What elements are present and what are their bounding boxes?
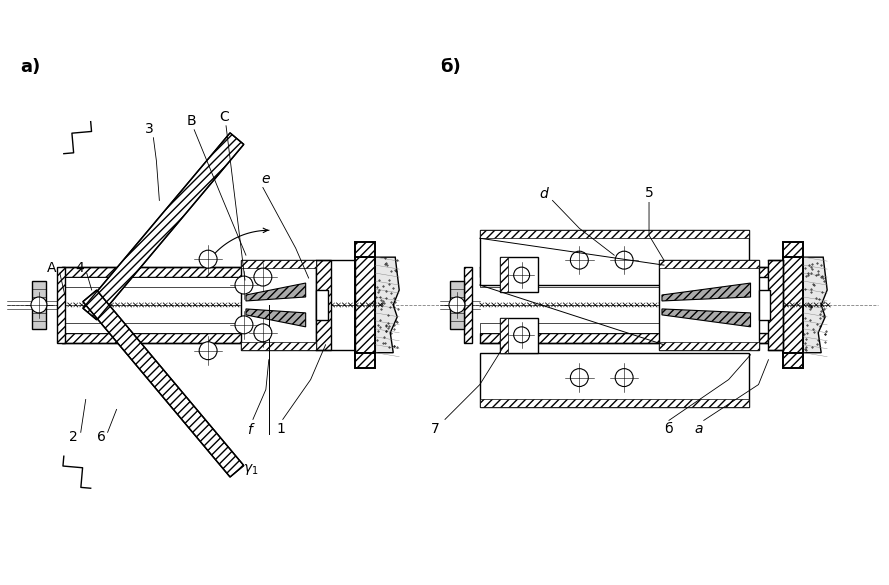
Bar <box>500 318 508 353</box>
Bar <box>32 281 46 329</box>
Bar <box>356 257 375 353</box>
Bar <box>62 277 241 287</box>
Text: 4: 4 <box>76 261 84 275</box>
Bar <box>783 257 804 353</box>
Bar <box>356 353 375 367</box>
Bar <box>480 230 749 238</box>
Text: $e$: $e$ <box>260 171 271 185</box>
Text: $\gamma_1$: $\gamma_1$ <box>244 462 259 477</box>
Polygon shape <box>83 290 244 477</box>
Text: 7: 7 <box>430 422 439 436</box>
Text: $a$: $a$ <box>694 422 703 436</box>
Bar <box>500 318 538 353</box>
Text: 5: 5 <box>645 187 653 201</box>
Text: 3: 3 <box>145 122 154 136</box>
Circle shape <box>449 297 465 313</box>
Text: A: A <box>47 261 57 275</box>
Circle shape <box>235 316 252 334</box>
Circle shape <box>254 268 272 286</box>
Bar <box>464 267 472 343</box>
Text: $d$: $d$ <box>539 186 550 201</box>
Bar <box>783 353 804 367</box>
Circle shape <box>254 324 272 342</box>
Circle shape <box>235 276 252 294</box>
Circle shape <box>571 369 589 387</box>
Text: 1: 1 <box>276 422 285 436</box>
Bar <box>480 353 749 407</box>
Bar <box>480 400 749 407</box>
Text: $f$: $f$ <box>246 422 255 437</box>
Polygon shape <box>804 257 827 353</box>
Bar <box>758 290 771 320</box>
Bar <box>480 323 679 333</box>
Text: 6: 6 <box>97 431 106 445</box>
Bar <box>62 323 241 333</box>
Circle shape <box>514 267 530 283</box>
Circle shape <box>31 297 47 313</box>
Polygon shape <box>83 133 244 320</box>
Bar <box>62 333 316 343</box>
Text: б): б) <box>440 58 461 76</box>
Bar <box>316 260 331 350</box>
Text: B: B <box>187 114 196 128</box>
Bar <box>768 260 783 350</box>
Bar <box>659 260 758 268</box>
Text: б: б <box>665 422 673 436</box>
Circle shape <box>615 369 633 387</box>
Bar <box>316 290 327 320</box>
Bar <box>241 342 316 350</box>
Bar <box>783 242 804 257</box>
Text: 2: 2 <box>69 431 78 445</box>
Polygon shape <box>662 309 750 327</box>
Polygon shape <box>246 309 306 327</box>
Bar <box>500 257 538 292</box>
Bar <box>241 260 316 268</box>
Text: C: C <box>220 110 229 124</box>
Bar <box>356 242 375 257</box>
Bar <box>480 277 679 287</box>
Circle shape <box>199 250 217 268</box>
Polygon shape <box>662 283 750 301</box>
Polygon shape <box>375 257 399 353</box>
Bar <box>241 260 316 350</box>
Polygon shape <box>246 283 306 301</box>
Bar <box>659 342 758 350</box>
Bar <box>659 260 758 350</box>
Circle shape <box>199 342 217 360</box>
Bar <box>480 230 749 285</box>
Circle shape <box>514 327 530 343</box>
Bar <box>450 281 464 329</box>
Bar <box>62 267 316 277</box>
Circle shape <box>571 251 589 269</box>
Text: а): а) <box>20 58 40 76</box>
Circle shape <box>615 251 633 269</box>
Bar <box>57 267 65 343</box>
Bar <box>480 267 768 277</box>
Bar <box>500 257 508 292</box>
Bar <box>480 333 768 343</box>
